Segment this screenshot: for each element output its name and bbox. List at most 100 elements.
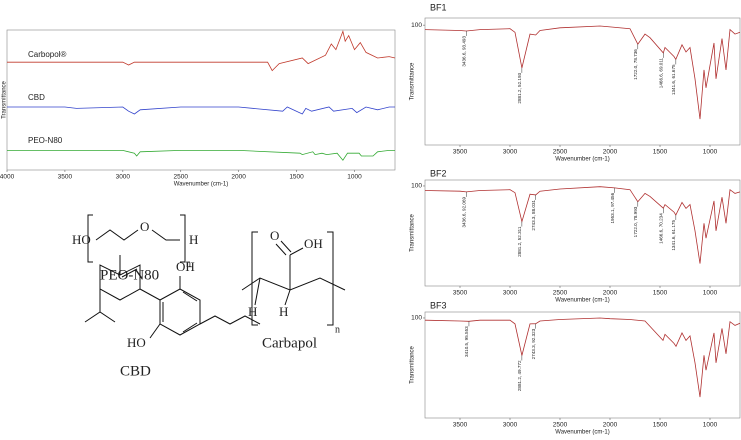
x-tick-label: 1500 [653, 422, 668, 429]
bond [284, 289, 291, 306]
x-tick-label: 2500 [173, 174, 188, 181]
x-tick-label: 2000 [231, 174, 246, 181]
bond [241, 277, 346, 291]
y-axis-label: Transmittance [410, 345, 416, 383]
x-tick-label: 1000 [703, 422, 718, 429]
bond [121, 268, 138, 278]
x-tick-label: 2500 [553, 290, 568, 297]
bond [275, 243, 287, 256]
atom-label: H [248, 304, 257, 319]
x-axis-label: Wavenumber (cm-1) [174, 182, 228, 188]
atom-label: n [335, 324, 340, 335]
x-axis-label: Wavenumber (cm-1) [555, 430, 609, 436]
atom-label: H [279, 304, 288, 319]
annotation-label: 1466.6, 69.011 [659, 57, 664, 88]
spectrum-line [7, 30, 396, 72]
spectrum-line [424, 317, 741, 398]
annotation-label: 2881.2, 49.772 [517, 360, 522, 391]
bond [254, 277, 261, 306]
x-tick-label: 3000 [503, 290, 518, 297]
x-tick-label: 2500 [553, 149, 568, 156]
x-tick-label: 1000 [347, 174, 362, 181]
spectrum-line [424, 186, 741, 264]
bond [280, 240, 292, 253]
bond [182, 322, 198, 333]
annotation-label: 1953.1, 97.456 [610, 192, 615, 223]
x-tick-label: 3500 [453, 290, 468, 297]
spectrum-line [7, 106, 395, 115]
peo-structure [87, 214, 186, 263]
x-tick-label: 3000 [116, 174, 131, 181]
x-tick-label: 4000 [0, 174, 15, 181]
structure-name: Carbapol [262, 335, 317, 351]
x-tick-label: 3500 [453, 422, 468, 429]
spectrum-line [7, 149, 395, 161]
bond [289, 247, 304, 256]
plot-frame [6, 29, 396, 171]
atom-label: n [186, 258, 191, 269]
x-axis-label: Wavenumber (cm-1) [555, 157, 609, 163]
annotation-label: 2743.3, 88.031 [531, 199, 536, 230]
series-label: PEO-N80 [28, 136, 63, 145]
annotation-label: 3436.6, 93.493 [462, 36, 467, 67]
x-tick-label: 1500 [289, 174, 304, 181]
atom-label: O [140, 219, 149, 234]
x-tick-label: 1500 [653, 149, 668, 156]
atom-label: OH [176, 259, 195, 274]
atom-label: OH [304, 236, 323, 251]
bond [199, 315, 261, 325]
bond [95, 229, 139, 241]
x-tick-label: 1000 [703, 290, 718, 297]
annotation-label: 1722.0, 78.736 [633, 49, 638, 80]
chart-title: BF2 [430, 168, 447, 178]
x-tick-label: 3000 [503, 422, 518, 429]
atom-label: HO [127, 335, 146, 350]
bond [149, 323, 161, 339]
y-tick-label: 100 [411, 22, 422, 29]
x-tick-label: 2000 [603, 149, 618, 156]
chart-title: BF3 [430, 300, 447, 310]
x-tick-label: 2000 [603, 290, 618, 297]
x-tick-label: 2500 [553, 422, 568, 429]
annotation-label: 3436.6, 92.069 [462, 196, 467, 227]
bond [182, 291, 198, 302]
x-tick-label: 2000 [603, 422, 618, 429]
atom-label: HO [72, 232, 91, 247]
series-label: Carbopol® [28, 50, 66, 59]
atom-label: H [189, 232, 198, 247]
y-axis-label: Transmittance [410, 62, 416, 100]
structure-name: PEO-N80 [100, 267, 159, 283]
x-tick-label: 3500 [58, 174, 73, 181]
y-axis-label: Transmittance [2, 80, 8, 118]
y-axis-label: Transmittance [410, 213, 416, 251]
plot-frame [424, 179, 741, 287]
annotation-label: 2881.2, 52.311 [517, 226, 522, 257]
cbd-structure [84, 255, 261, 339]
bond [139, 288, 161, 301]
annotation-label: 2743.3, 92.323 [531, 328, 536, 359]
y-tick-label: 100 [411, 315, 422, 322]
annotation-label: 1341.6, 61.175 [671, 220, 676, 251]
plot-frame [424, 17, 741, 146]
structure-name: CBD [120, 363, 151, 379]
ring [99, 264, 141, 301]
x-tick-label: 1500 [653, 290, 668, 297]
x-tick-label: 1000 [703, 149, 718, 156]
bond [84, 311, 116, 323]
spectrum-line [424, 25, 741, 120]
x-tick-label: 3500 [453, 149, 468, 156]
plot-frame [424, 311, 741, 419]
annotation-label: 2881.2, 52.193 [517, 72, 522, 103]
bracket [327, 231, 334, 326]
bracket [87, 214, 93, 263]
bond [151, 229, 180, 241]
bracket [180, 214, 186, 263]
series-label: CBD [28, 93, 45, 102]
chart-title: BF1 [430, 2, 447, 12]
x-axis-label: Wavenumber (cm-1) [555, 298, 609, 304]
bracket [251, 231, 258, 326]
carbapol-structure [241, 231, 346, 326]
annotation-label: 3410.5, 95.553 [464, 326, 469, 357]
y-tick-label: 100 [411, 183, 422, 190]
